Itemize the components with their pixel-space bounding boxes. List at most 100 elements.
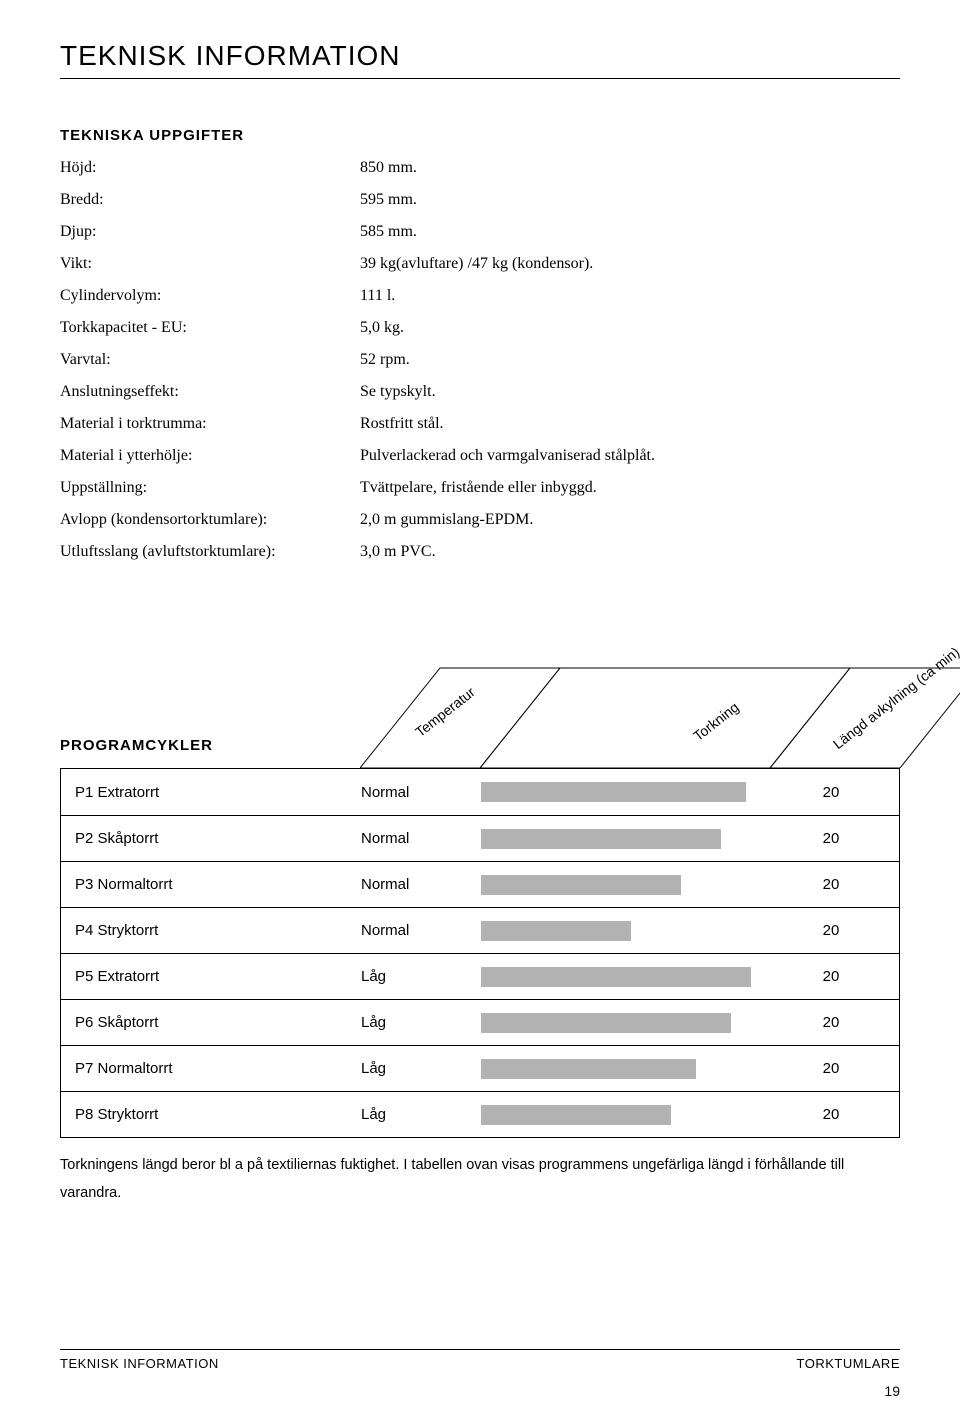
col-header-cooldown: Längd avkylning (ca min) bbox=[770, 658, 900, 768]
spec-label: Uppställning: bbox=[60, 472, 360, 504]
spec-value: 850 mm. bbox=[360, 152, 900, 184]
program-temperature: Normal bbox=[361, 876, 481, 893]
program-bar-cell bbox=[481, 782, 771, 802]
page-title: TEKNISK INFORMATION bbox=[60, 40, 900, 79]
program-temperature: Normal bbox=[361, 830, 481, 847]
program-cooldown: 20 bbox=[771, 830, 891, 847]
program-name: P3 Normaltorrt bbox=[61, 876, 361, 893]
program-footnote: Torkningens längd beror bl a på textilie… bbox=[60, 1152, 900, 1207]
page-footer: TEKNISK INFORMATION TORKTUMLARE bbox=[60, 1349, 900, 1371]
program-name: P6 Skåptorrt bbox=[61, 1014, 361, 1031]
program-bar bbox=[481, 875, 681, 895]
footer-right: TORKTUMLARE bbox=[797, 1356, 901, 1371]
spec-row: Uppställning:Tvättpelare, fristående ell… bbox=[60, 472, 900, 504]
program-cooldown: 20 bbox=[771, 876, 891, 893]
program-row: P8 StryktorrtLåg 20 bbox=[61, 1091, 899, 1137]
spec-row: Bredd:595 mm. bbox=[60, 184, 900, 216]
program-name: P1 Extratorrt bbox=[61, 784, 361, 801]
program-heading: PROGRAMCYKLER bbox=[60, 737, 360, 768]
program-cooldown: 20 bbox=[771, 922, 891, 939]
program-cooldown: 20 bbox=[771, 1106, 891, 1123]
program-temperature: Låg bbox=[361, 968, 481, 985]
spec-label: Anslutningseffekt: bbox=[60, 376, 360, 408]
program-cooldown: 20 bbox=[771, 968, 891, 985]
program-bar bbox=[481, 967, 751, 987]
program-bar bbox=[481, 1059, 696, 1079]
spec-label: Avlopp (kondensortorktumlare): bbox=[60, 504, 360, 536]
spec-row: Höjd:850 mm. bbox=[60, 152, 900, 184]
spec-row: Anslutningseffekt:Se typskylt. bbox=[60, 376, 900, 408]
spec-row: Material i ytterhölje:Pulverlackerad och… bbox=[60, 440, 900, 472]
specs-heading: TEKNISKA UPPGIFTER bbox=[60, 127, 900, 144]
spec-label: Varvtal: bbox=[60, 344, 360, 376]
program-row: P5 ExtratorrtLåg 20 bbox=[61, 953, 899, 999]
spec-label: Vikt: bbox=[60, 248, 360, 280]
program-bar bbox=[481, 1013, 731, 1033]
col-header-temperature: Temperatur bbox=[360, 658, 480, 768]
program-bar-cell bbox=[481, 875, 771, 895]
spec-value: 39 kg(avluftare) /47 kg (kondensor). bbox=[360, 248, 900, 280]
spec-value: 595 mm. bbox=[360, 184, 900, 216]
program-bar bbox=[481, 921, 631, 941]
spec-value: Se typskylt. bbox=[360, 376, 900, 408]
spec-label: Material i torktrumma: bbox=[60, 408, 360, 440]
program-bar bbox=[481, 829, 721, 849]
spec-label: Cylindervolym: bbox=[60, 280, 360, 312]
spec-value: 585 mm. bbox=[360, 216, 900, 248]
spec-value: Rostfritt stål. bbox=[360, 408, 900, 440]
spec-row: Material i torktrumma:Rostfritt stål. bbox=[60, 408, 900, 440]
program-name: P8 Stryktorrt bbox=[61, 1106, 361, 1123]
program-bar-cell bbox=[481, 1013, 771, 1033]
program-name: P7 Normaltorrt bbox=[61, 1060, 361, 1077]
spec-row: Djup:585 mm. bbox=[60, 216, 900, 248]
footer-left: TEKNISK INFORMATION bbox=[60, 1356, 219, 1371]
program-bar-cell bbox=[481, 1105, 771, 1125]
spec-label: Höjd: bbox=[60, 152, 360, 184]
col-header-torkning: Torkning bbox=[480, 658, 770, 768]
program-temperature: Normal bbox=[361, 784, 481, 801]
spec-value: 111 l. bbox=[360, 280, 900, 312]
program-row: P6 SkåptorrtLåg 20 bbox=[61, 999, 899, 1045]
program-bar bbox=[481, 782, 746, 802]
program-cooldown: 20 bbox=[771, 1060, 891, 1077]
program-row: P4 StryktorrtNormal20 bbox=[61, 907, 899, 953]
spec-label: Utluftsslang (avluftstorktumlare): bbox=[60, 536, 360, 568]
spec-row: Torkkapacitet - EU:5,0 kg. bbox=[60, 312, 900, 344]
program-table: P1 ExtratorrtNormal20P2 SkåptorrtNormal2… bbox=[60, 768, 900, 1138]
spec-label: Djup: bbox=[60, 216, 360, 248]
spec-label: Material i ytterhölje: bbox=[60, 440, 360, 472]
program-temperature: Låg bbox=[361, 1014, 481, 1031]
spec-label: Torkkapacitet - EU: bbox=[60, 312, 360, 344]
program-name: P2 Skåptorrt bbox=[61, 830, 361, 847]
spec-row: Vikt:39 kg(avluftare) /47 kg (kondensor)… bbox=[60, 248, 900, 280]
spec-value: Tvättpelare, fristående eller inbyggd. bbox=[360, 472, 900, 504]
spec-value: 5,0 kg. bbox=[360, 312, 900, 344]
spec-value: Pulverlackerad och varmgalvaniserad stål… bbox=[360, 440, 900, 472]
specs-table: Höjd:850 mm.Bredd:595 mm.Djup:585 mm.Vik… bbox=[60, 152, 900, 568]
program-bar-cell bbox=[481, 967, 771, 987]
spec-row: Varvtal:52 rpm. bbox=[60, 344, 900, 376]
spec-value: 52 rpm. bbox=[360, 344, 900, 376]
program-temperature: Låg bbox=[361, 1106, 481, 1123]
page-number: 19 bbox=[884, 1383, 900, 1399]
program-bar-cell bbox=[481, 1059, 771, 1079]
spec-row: Utluftsslang (avluftstorktumlare):3,0 m … bbox=[60, 536, 900, 568]
program-cooldown: 20 bbox=[771, 784, 891, 801]
program-cooldown: 20 bbox=[771, 1014, 891, 1031]
program-row: P3 NormaltorrtNormal 20 bbox=[61, 861, 899, 907]
spec-value: 3,0 m PVC. bbox=[360, 536, 900, 568]
program-temperature: Låg bbox=[361, 1060, 481, 1077]
program-section: PROGRAMCYKLER Temperatur Torkning Längd … bbox=[60, 658, 900, 1207]
program-row: P7 NormaltorrtLåg 20 bbox=[61, 1045, 899, 1091]
spec-value: 2,0 m gummislang-EPDM. bbox=[360, 504, 900, 536]
program-bar-cell bbox=[481, 829, 771, 849]
spec-label: Bredd: bbox=[60, 184, 360, 216]
program-row: P2 SkåptorrtNormal 20 bbox=[61, 815, 899, 861]
program-bar-cell bbox=[481, 921, 771, 941]
spec-row: Cylindervolym:111 l. bbox=[60, 280, 900, 312]
program-temperature: Normal bbox=[361, 922, 481, 939]
spec-row: Avlopp (kondensortorktumlare):2,0 m gumm… bbox=[60, 504, 900, 536]
program-name: P5 Extratorrt bbox=[61, 968, 361, 985]
program-bar bbox=[481, 1105, 671, 1125]
program-row: P1 ExtratorrtNormal 20 bbox=[61, 769, 899, 815]
